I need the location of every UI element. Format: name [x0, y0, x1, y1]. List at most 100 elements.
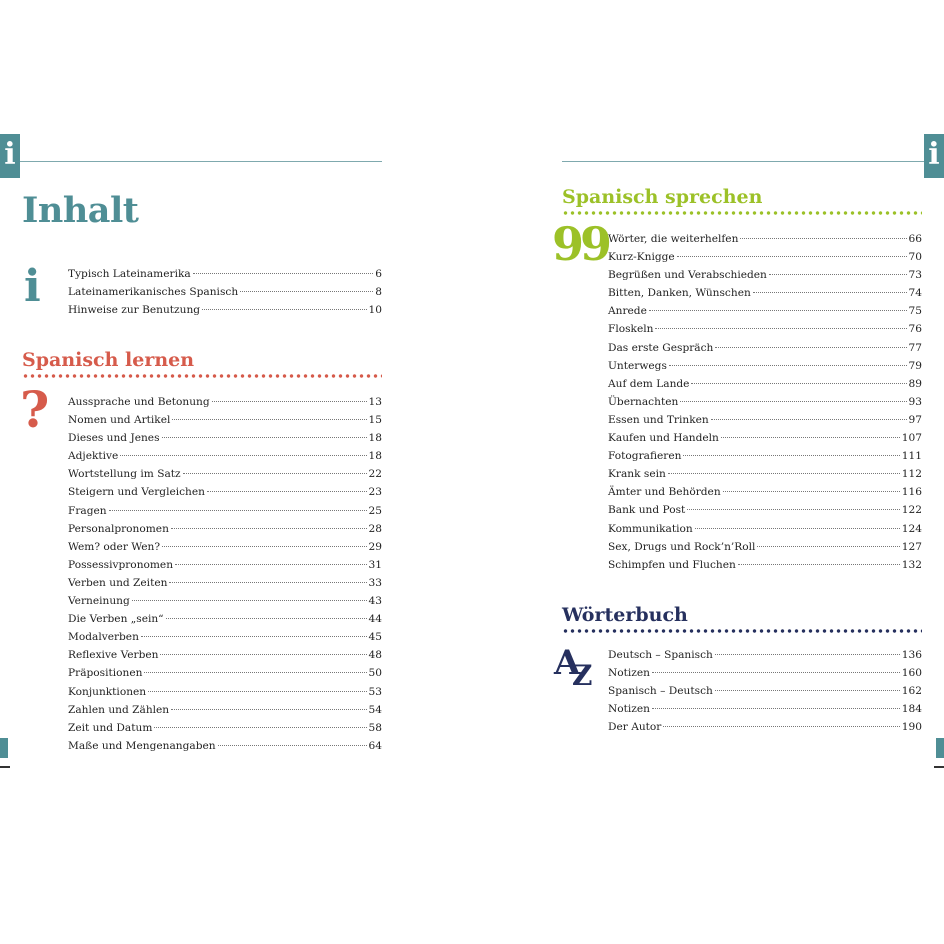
toc-dot-leader — [710, 418, 907, 420]
toc-dot-leader — [752, 292, 907, 294]
sprechen-toc-list: Wörter, die weiterhelfen 66 Kurz-Knigge 70 B… — [608, 230, 922, 574]
toc-entry-label: Fragen — [68, 504, 107, 517]
toc-entry: Verben und Zeiten 33 — [68, 574, 382, 592]
info-i-icon: i — [4, 137, 16, 172]
toc-entry-page: 64 — [368, 739, 382, 752]
toc-entry-label: Hinweise zur Benutzung — [68, 304, 201, 317]
info-i-icon: i — [928, 137, 940, 172]
toc-entry: Essen und Trinken 97 — [608, 411, 922, 429]
toc-entry: Krank sein 112 — [608, 465, 922, 483]
toc-entry-label: Verneinung — [68, 595, 130, 608]
toc-dot-leader — [768, 274, 907, 276]
toc-entry: Das erste Gespräch 77 — [608, 339, 922, 357]
toc-dot-leader — [683, 455, 900, 457]
a-z-dictionary-icon: A Z — [554, 644, 600, 692]
left-info-tab: i — [0, 134, 20, 178]
toc-dot-leader — [169, 581, 367, 583]
toc-entry-label: Ämter und Behörden — [608, 486, 721, 499]
toc-dot-leader — [694, 527, 900, 529]
toc-entry: Possessivpronomen 31 — [68, 556, 382, 574]
toc-entry-label: Modalverben — [68, 631, 139, 644]
toc-entry: Wortstellung im Satz 22 — [68, 465, 382, 483]
toc-entry: Dieses und Jenes 18 — [68, 429, 382, 447]
toc-entry-page: 162 — [901, 685, 922, 698]
toc-entry-page: 23 — [368, 486, 382, 499]
toc-entry-label: Steigern und Vergleichen — [68, 486, 205, 499]
toc-entry-label: Unterwegs — [608, 359, 667, 372]
toc-entry: Auf dem Lande 89 — [608, 375, 922, 393]
toc-dot-leader — [722, 491, 900, 493]
toc-dot-leader — [737, 563, 900, 565]
toc-entry-page: 29 — [368, 540, 382, 553]
toc-entry-label: Bank und Post — [608, 504, 686, 517]
toc-entry-page: 53 — [368, 685, 382, 698]
section-dotted-rule — [562, 629, 922, 633]
toc-entry: Konjunktionen 53 — [68, 683, 382, 701]
toc-entry-page: 28 — [368, 522, 382, 535]
toc-dot-leader — [740, 238, 907, 239]
toc-dot-leader — [714, 690, 900, 692]
right-header-rule — [562, 161, 924, 162]
toc-entry-page: 132 — [901, 558, 922, 571]
toc-entry: Unterwegs 79 — [608, 357, 922, 375]
toc-entry: Kurz-Knigge 70 — [608, 248, 922, 266]
toc-entry-page: 45 — [368, 631, 382, 644]
toc-entry: Personalpronomen 28 — [68, 520, 382, 538]
toc-entry-page: 54 — [368, 703, 382, 716]
toc-entry-label: Spanisch – Deutsch — [608, 685, 713, 698]
toc-entry-page: 184 — [901, 703, 922, 716]
toc-dot-leader — [663, 726, 900, 728]
toc-entry: Maße und Mengenangaben 64 — [68, 737, 382, 755]
toc-entry: Bank und Post 122 — [608, 501, 922, 519]
toc-entry: Adjektive 18 — [68, 447, 382, 465]
toc-entry-page: 190 — [901, 721, 922, 734]
toc-entry: Modalverben 45 — [68, 628, 382, 646]
toc-entry-label: Essen und Trinken — [608, 413, 709, 426]
toc-entry-label: Verben und Zeiten — [68, 576, 168, 589]
toc-entry-label: Bitten, Danken, Wünschen — [608, 287, 751, 300]
right-info-tab: i — [924, 134, 944, 178]
toc-dot-leader — [171, 708, 367, 710]
toc-entry: Sex, Drugs und Rock’n’Roll 127 — [608, 538, 922, 556]
toc-entry: Fotografieren 111 — [608, 447, 922, 465]
toc-entry-label: Notizen — [608, 667, 650, 680]
toc-dot-leader — [108, 509, 367, 511]
toc-entry: Floskeln 76 — [608, 320, 922, 338]
toc-entry-label: Zahlen und Zählen — [68, 703, 170, 716]
toc-entry-page: 160 — [901, 667, 922, 680]
left-header-rule — [20, 161, 382, 162]
toc-entry-page: 74 — [908, 287, 922, 300]
toc-dot-leader — [172, 419, 367, 421]
toc-entry: Verneinung 43 — [68, 592, 382, 610]
toc-dot-leader — [651, 708, 900, 710]
toc-entry-label: Wem? oder Wen? — [68, 540, 161, 553]
toc-dot-leader — [687, 509, 900, 511]
toc-entry: Wem? oder Wen? 29 — [68, 538, 382, 556]
toc-entry-page: 89 — [908, 377, 922, 390]
toc-dot-leader — [161, 437, 367, 439]
toc-entry-page: 44 — [368, 613, 382, 626]
toc-dot-leader — [154, 726, 367, 728]
toc-entry-label: Typisch Lateinamerika — [68, 268, 191, 280]
toc-entry: Wörter, die weiterhelfen 66 — [608, 230, 922, 248]
toc-entry: Zeit und Datum 58 — [68, 719, 382, 737]
toc-entry: Kommunikation 124 — [608, 520, 922, 538]
toc-entry: Spanisch – Deutsch 162 — [608, 682, 922, 700]
toc-entry: Notizen 184 — [608, 700, 922, 718]
toc-dot-leader — [131, 600, 367, 602]
toc-entry-page: 58 — [368, 721, 382, 734]
right-edge-tab — [936, 738, 944, 758]
toc-entry-label: Kaufen und Handeln — [608, 432, 719, 445]
toc-entry-label: Kurz-Knigge — [608, 251, 675, 264]
toc-dot-leader — [192, 273, 374, 274]
toc-entry: Deutsch – Spanisch 136 — [608, 646, 922, 664]
toc-entry: Ämter und Behörden 116 — [608, 483, 922, 501]
toc-entry-label: Wörter, die weiterhelfen — [608, 233, 739, 245]
page-title: Inhalt — [22, 190, 139, 231]
woerterbuch-toc-list: Deutsch – Spanisch 136 Notizen 160 Spanisch … — [608, 646, 922, 736]
toc-entry-label: Personalpronomen — [68, 522, 169, 535]
toc-entry-page: 79 — [908, 359, 922, 372]
toc-dot-leader — [691, 382, 907, 384]
toc-entry-label: Adjektive — [68, 450, 119, 463]
toc-entry: Notizen 160 — [608, 664, 922, 682]
